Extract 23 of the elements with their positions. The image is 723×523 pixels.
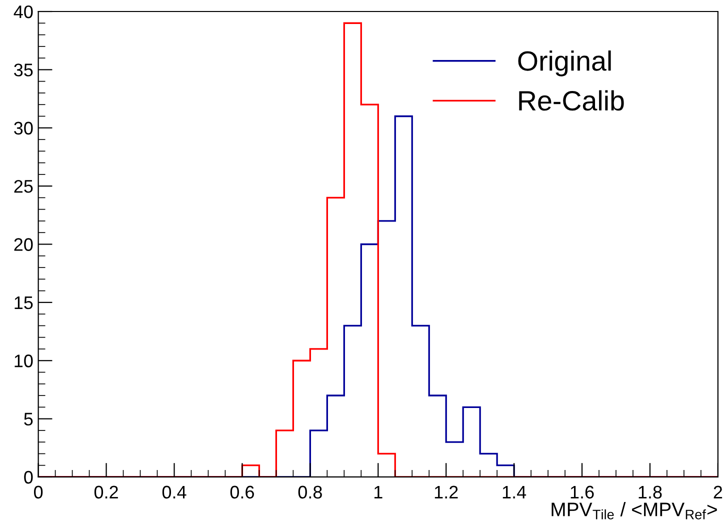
y-tick-label: 30 bbox=[14, 122, 33, 135]
x-axis-title: MPV$_{Tile}$ / <MPV$_{Ref}$> bbox=[552, 502, 717, 520]
y-tick-label: 5 bbox=[24, 412, 33, 426]
x-tick-label: 0.8 bbox=[298, 486, 322, 499]
x-tick-label: 2 bbox=[714, 486, 722, 498]
x-tick-label: 1 bbox=[374, 486, 382, 498]
y-tick-label: 0 bbox=[24, 470, 33, 484]
y-tick-label: 10 bbox=[14, 354, 33, 368]
x-tick-label: 1.6 bbox=[570, 486, 594, 499]
legend-label: Original bbox=[518, 50, 611, 76]
y-tick-label: 40 bbox=[14, 5, 33, 18]
x-tick-label: 0 bbox=[34, 486, 43, 499]
y-tick-label: 15 bbox=[14, 296, 33, 310]
x-tick-label: 1.8 bbox=[638, 486, 662, 499]
y-tick-label: 35 bbox=[14, 64, 33, 76]
y-tick-label: 20 bbox=[14, 238, 33, 251]
x-tick-label: 0.6 bbox=[230, 486, 254, 499]
legend-label: Re-Calib bbox=[519, 90, 624, 111]
y-tick-label: 25 bbox=[14, 180, 33, 193]
x-tick-label: 1.2 bbox=[434, 486, 458, 498]
x-tick-label: 0.2 bbox=[94, 486, 118, 499]
x-tick-label: 1.4 bbox=[502, 486, 526, 498]
x-tick-label: 0.4 bbox=[162, 486, 186, 499]
